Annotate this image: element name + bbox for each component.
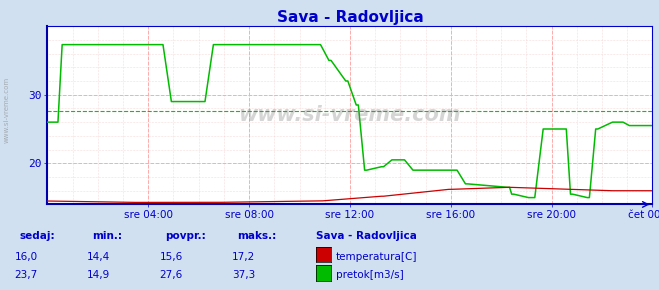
Title: Sava - Radovljica: Sava - Radovljica — [277, 10, 423, 25]
Text: Sava - Radovljica: Sava - Radovljica — [316, 231, 417, 241]
Text: povpr.:: povpr.: — [165, 231, 206, 241]
Text: maks.:: maks.: — [237, 231, 277, 241]
Text: 15,6: 15,6 — [159, 251, 183, 262]
Text: 37,3: 37,3 — [232, 270, 256, 280]
Text: min.:: min.: — [92, 231, 123, 241]
Text: sedaj:: sedaj: — [20, 231, 55, 241]
Text: 23,7: 23,7 — [14, 270, 38, 280]
Text: pretok[m3/s]: pretok[m3/s] — [336, 270, 404, 280]
Text: www.si-vreme.com: www.si-vreme.com — [3, 77, 10, 143]
Text: 27,6: 27,6 — [159, 270, 183, 280]
Text: 17,2: 17,2 — [232, 251, 256, 262]
Text: 16,0: 16,0 — [14, 251, 38, 262]
Text: temperatura[C]: temperatura[C] — [336, 251, 418, 262]
Text: 14,9: 14,9 — [87, 270, 111, 280]
Text: www.si-vreme.com: www.si-vreme.com — [239, 105, 461, 125]
Text: 14,4: 14,4 — [87, 251, 111, 262]
